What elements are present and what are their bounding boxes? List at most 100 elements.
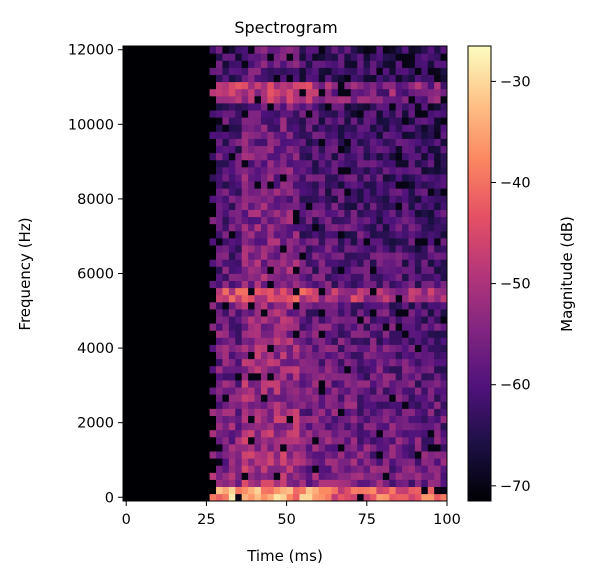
heatmap-cell: [318, 152, 326, 161]
heatmap-cell: [260, 422, 268, 431]
heatmap-cell: [248, 67, 255, 75]
heatmap-cell: [305, 60, 313, 68]
heatmap-cell: [331, 216, 339, 225]
heatmap-cell: [158, 237, 166, 246]
heatmap-cell: [235, 401, 243, 409]
heatmap-cell: [293, 380, 300, 388]
heatmap-cell: [158, 223, 166, 232]
heatmap-cell: [389, 181, 397, 189]
heatmap-cell: [164, 131, 172, 139]
heatmap-cell: [248, 458, 255, 466]
heatmap-cell: [190, 74, 198, 83]
heatmap-cell: [305, 415, 313, 424]
heatmap-cell: [123, 365, 134, 374]
heatmap-cell: [414, 429, 422, 438]
heatmap-cell: [209, 465, 217, 473]
heatmap-cell: [440, 472, 448, 480]
heatmap-cell: [222, 245, 230, 253]
heatmap-cell: [158, 330, 166, 338]
heatmap-cell: [357, 458, 364, 466]
heatmap-cell: [434, 493, 441, 502]
heatmap-cell: [164, 188, 172, 196]
heatmap-cell: [305, 401, 313, 409]
heatmap-cell: [427, 394, 435, 402]
heatmap-cell: [267, 124, 275, 132]
heatmap-cell: [421, 67, 429, 75]
heatmap-cell: [357, 387, 364, 395]
heatmap-cell: [344, 245, 352, 253]
heatmap-cell: [273, 159, 281, 168]
heatmap-cell: [123, 174, 134, 182]
heatmap-cell: [408, 124, 416, 132]
heatmap-cell: [408, 159, 416, 168]
heatmap-cell: [293, 365, 300, 374]
heatmap-cell: [145, 351, 153, 360]
heatmap-cell: [235, 451, 243, 459]
heatmap-cell: [312, 266, 320, 274]
heatmap-cell: [273, 216, 281, 225]
heatmap-cell: [299, 145, 307, 154]
heatmap-cell: [235, 365, 243, 374]
heatmap-cell: [260, 131, 268, 139]
heatmap-cell: [145, 429, 153, 438]
heatmap-cell: [273, 202, 281, 210]
heatmap-cell: [414, 237, 422, 246]
heatmap-cell: [222, 60, 230, 68]
heatmap-cell: [421, 294, 429, 303]
heatmap-cell: [382, 330, 390, 338]
heatmap-cell: [414, 81, 422, 90]
heatmap-cell: [267, 394, 275, 402]
heatmap-cell: [363, 81, 371, 90]
heatmap-cell: [196, 81, 204, 90]
heatmap-cell: [216, 351, 223, 360]
heatmap-cell: [318, 316, 326, 324]
heatmap-cell: [209, 95, 217, 104]
heatmap-cell: [260, 95, 268, 104]
heatmap-cell: [414, 365, 422, 374]
heatmap-cell: [382, 351, 390, 360]
heatmap-cell: [254, 422, 262, 431]
heatmap-cell: [325, 294, 332, 303]
heatmap-cell: [305, 46, 313, 54]
heatmap-cell: [273, 294, 281, 303]
heatmap-cell: [434, 415, 441, 424]
heatmap-cell: [222, 237, 230, 246]
heatmap-cell: [427, 117, 435, 125]
heatmap-cell: [389, 380, 397, 388]
heatmap-cell: [434, 486, 441, 495]
heatmap-cell: [158, 166, 166, 175]
heatmap-cell: [267, 365, 275, 374]
heatmap-cell: [370, 458, 377, 466]
heatmap-cell: [177, 252, 185, 260]
heatmap-cell: [222, 216, 230, 225]
heatmap-cell: [434, 152, 441, 161]
heatmap-cell: [196, 252, 204, 260]
heatmap-cell: [382, 394, 390, 402]
heatmap-cell: [357, 294, 364, 303]
heatmap-cell: [370, 145, 377, 154]
heatmap-cell: [248, 195, 255, 203]
heatmap-cell: [222, 110, 230, 118]
heatmap-cell: [196, 408, 204, 416]
heatmap-cell: [273, 117, 281, 125]
heatmap-cell: [293, 415, 300, 424]
heatmap-cell: [325, 166, 332, 175]
heatmap-cell: [395, 465, 403, 473]
heatmap-cell: [286, 372, 294, 381]
heatmap-cell: [312, 216, 320, 225]
heatmap-cell: [312, 110, 320, 118]
heatmap-cell: [177, 408, 185, 416]
heatmap-cell: [260, 472, 268, 480]
heatmap-cell: [402, 174, 409, 182]
heatmap-cell: [158, 124, 166, 132]
heatmap-cell: [337, 493, 345, 502]
heatmap-cell: [427, 323, 435, 331]
heatmap-cell: [427, 493, 435, 502]
heatmap-cell: [344, 294, 352, 303]
heatmap-cell: [203, 188, 211, 196]
heatmap-cell: [177, 245, 185, 253]
heatmap-cell: [183, 380, 191, 388]
heatmap-cell: [382, 301, 390, 310]
heatmap-cell: [254, 237, 262, 246]
heatmap-cell: [337, 422, 345, 431]
